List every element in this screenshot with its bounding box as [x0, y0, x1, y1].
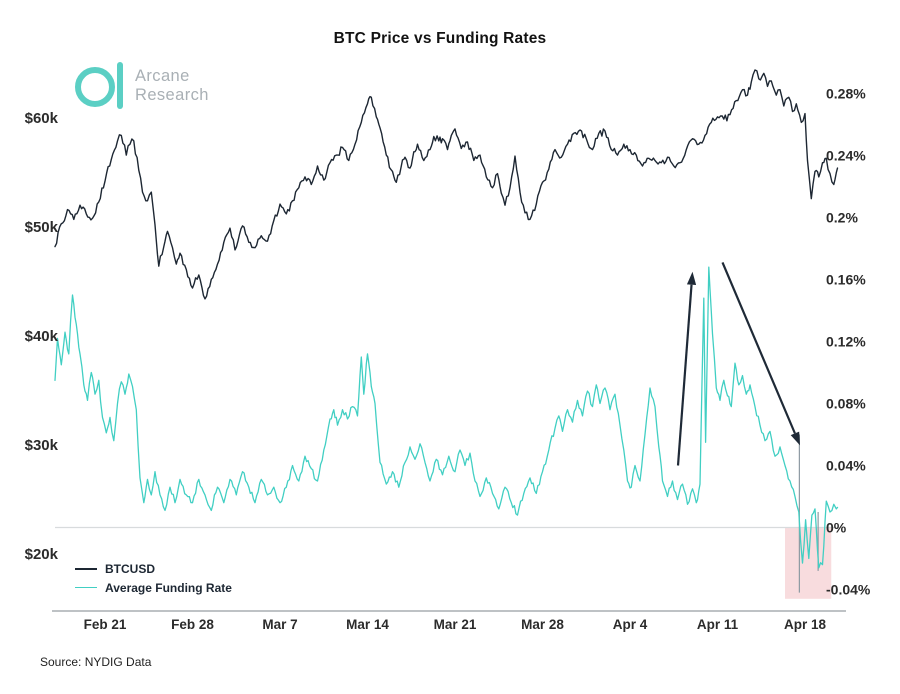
right-tick-8: -0.04% — [826, 582, 871, 598]
funding-rate-legend-label: Average Funding Rate — [105, 580, 232, 595]
right-tick-6: 0.04% — [826, 458, 866, 474]
btcusd-line — [54, 69, 839, 300]
legend-item-funding-rate: Average Funding Rate — [75, 578, 232, 597]
x-tick-7: Apr 11 — [697, 617, 739, 632]
right-tick-4: 0.12% — [826, 334, 866, 350]
logo-text: Arcane Research — [135, 67, 209, 105]
logo-text-line1: Arcane — [135, 67, 190, 85]
left-tick-1: $50k — [25, 219, 59, 236]
x-tick-6: Apr 4 — [613, 617, 648, 632]
logo-text-line2: Research — [135, 86, 209, 104]
right-tick-7: 0% — [826, 520, 847, 536]
chart-title: BTC Price vs Funding Rates — [333, 30, 547, 47]
x-tick-4: Mar 21 — [434, 617, 477, 632]
x-tick-1: Feb 28 — [171, 617, 214, 632]
right-tick-0: 0.28% — [826, 86, 866, 102]
left-tick-2: $40k — [25, 328, 59, 345]
right-tick-2: 0.2% — [826, 210, 858, 226]
source-caption: Source: NYDIG Data — [40, 655, 152, 669]
left-tick-0: $60k — [25, 110, 59, 127]
right-tick-3: 0.16% — [826, 272, 866, 288]
x-tick-5: Mar 28 — [521, 617, 564, 632]
btcusd-line-swatch — [75, 567, 97, 570]
right-tick-1: 0.24% — [826, 148, 866, 164]
logo-bar-icon — [117, 62, 123, 109]
up-arrow-head — [686, 271, 697, 286]
arcane-research-logo: Arcane Research — [75, 62, 295, 112]
x-tick-3: Mar 14 — [346, 617, 389, 632]
left-tick-3: $30k — [25, 437, 59, 454]
funding-rate-line-swatch — [75, 586, 97, 589]
logo-ring-icon — [75, 67, 115, 107]
left-tick-4: $20k — [25, 546, 59, 563]
right-tick-5: 0.08% — [826, 396, 866, 412]
funding-rate-line — [54, 266, 839, 569]
up-arrow — [676, 284, 693, 466]
btcusd-legend-label: BTCUSD — [105, 561, 155, 576]
legend-item-btcusd: BTCUSD — [75, 559, 232, 578]
x-tick-8: Apr 18 — [784, 617, 827, 632]
x-tick-0: Feb 21 — [84, 617, 127, 632]
down-arrow-head — [790, 431, 800, 446]
x-tick-2: Mar 7 — [262, 617, 297, 632]
down-arrow — [721, 262, 796, 434]
legend: BTCUSD Average Funding Rate — [75, 559, 232, 597]
